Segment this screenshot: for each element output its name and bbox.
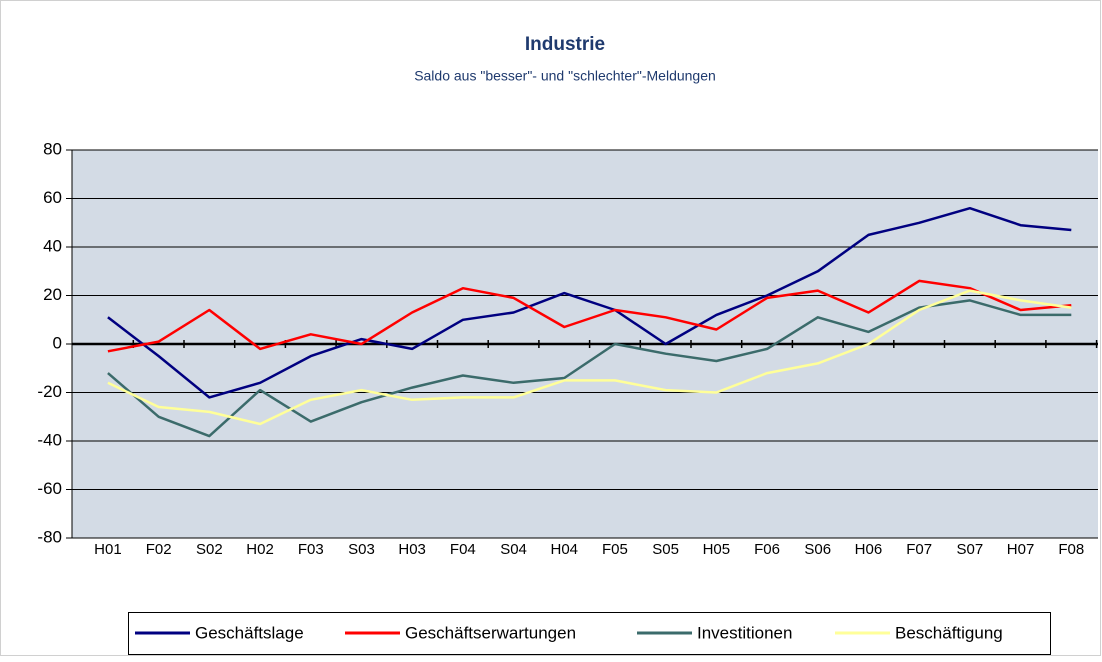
x-tick-label: F03: [298, 541, 324, 558]
x-tick-label: H03: [398, 541, 426, 558]
legend: [128, 612, 1051, 655]
legend-label: Investitionen: [697, 623, 792, 642]
x-tick-label: S04: [500, 541, 527, 558]
x-tick-label: S05: [652, 541, 679, 558]
y-tick-label: 60: [43, 188, 62, 207]
legend-label: Beschäftigung: [895, 623, 1003, 642]
series-line: [107, 299, 1072, 438]
y-tick-label: 0: [53, 333, 62, 352]
y-tick-label: 20: [43, 285, 62, 304]
chart-subtitle: Saldo aus "besser"- und "schlechter"-Mel…: [414, 68, 716, 84]
x-tick-label: H04: [550, 541, 578, 558]
x-tick-label: H07: [1007, 541, 1035, 558]
x-tick-label: F04: [450, 541, 476, 558]
series-line: [107, 289, 1072, 426]
legend-label: Geschäftserwartungen: [405, 623, 576, 642]
x-tick-label: H05: [703, 541, 731, 558]
legend-label: Geschäftslage: [195, 623, 304, 642]
x-tick-label: F05: [602, 541, 628, 558]
x-tick-label: F02: [146, 541, 172, 558]
y-tick-label: 40: [43, 236, 62, 255]
x-tick-label: S06: [804, 541, 831, 558]
y-tick-label: -20: [37, 382, 62, 401]
x-tick-label: F08: [1058, 541, 1084, 558]
y-tick-label: -40: [37, 430, 62, 449]
x-tick-label: H01: [94, 541, 122, 558]
x-tick-label: F06: [754, 541, 780, 558]
x-tick-label: S03: [348, 541, 375, 558]
chart-title: Industrie: [525, 34, 605, 55]
x-tick-label: S07: [956, 541, 983, 558]
series-line: [107, 279, 1072, 353]
y-tick-label: 80: [43, 139, 62, 158]
series-line: [107, 206, 1072, 399]
y-tick-label: -80: [37, 527, 62, 546]
x-tick-label: S02: [196, 541, 223, 558]
x-tick-label: H02: [246, 541, 274, 558]
x-tick-label: H06: [855, 541, 883, 558]
y-tick-label: -60: [37, 479, 62, 498]
x-tick-label: F07: [906, 541, 932, 558]
